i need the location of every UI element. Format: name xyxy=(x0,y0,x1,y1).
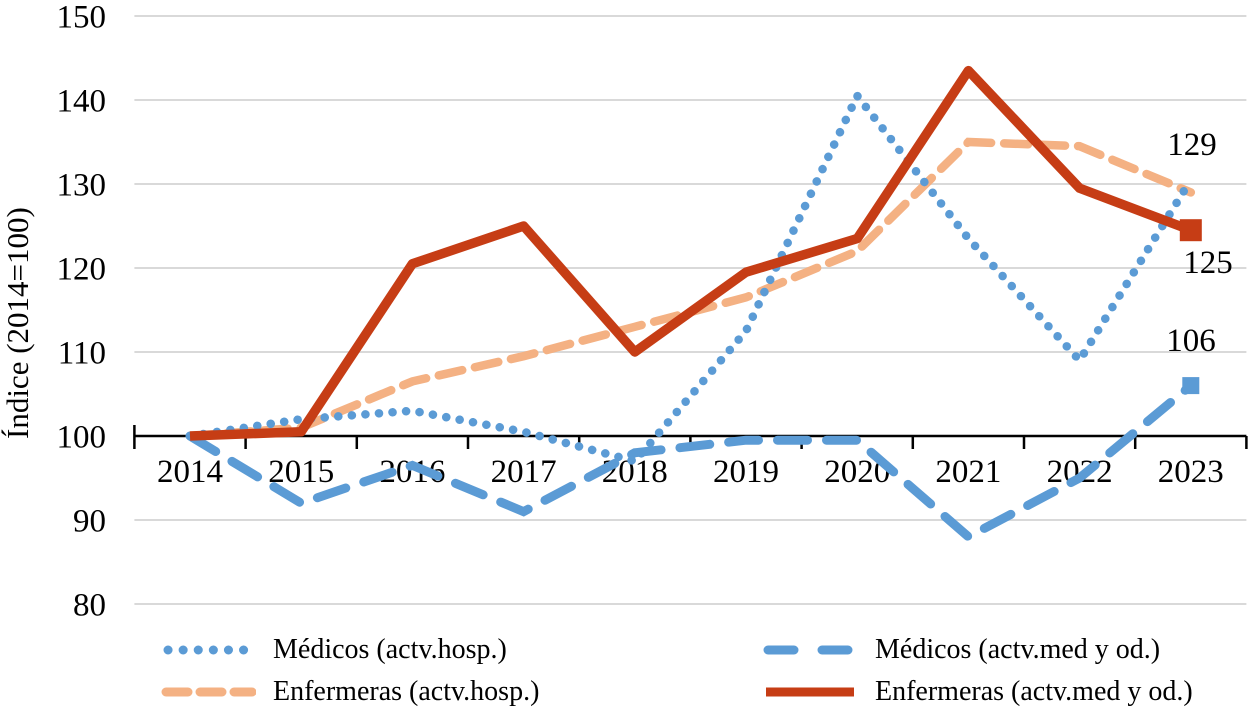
data-label-enfermeras-hosp-2023: 129 xyxy=(1167,127,1217,163)
series-line-1 xyxy=(185,381,1196,543)
series-line-3 xyxy=(189,65,1193,441)
y-tick-label-100: 100 xyxy=(57,420,107,456)
x-tick-label-2022: 2022 xyxy=(1047,454,1113,490)
x-tick-label-2019: 2019 xyxy=(713,454,779,490)
y-tick-label-120: 120 xyxy=(57,252,107,288)
y-tick-label-130: 130 xyxy=(57,168,107,204)
legend-item-medicos-hosp: Médicos (actv.hosp.) xyxy=(160,634,507,666)
y-tick-label-90: 90 xyxy=(73,504,106,540)
legend-label-enfermeras-hosp: Enfermeras (actv.hosp.) xyxy=(273,676,540,707)
legend-item-medicos-med: Médicos (actv.med y od.) xyxy=(762,634,1160,666)
x-tick-label-2017: 2017 xyxy=(491,454,557,490)
y-tick-label-80: 80 xyxy=(73,588,106,624)
legend-swatch-solid-icon xyxy=(766,687,854,697)
legend-label-medicos-hosp: Médicos (actv.hosp.) xyxy=(273,634,507,665)
legend-item-enfermeras-med: Enfermeras (actv.med y od.) xyxy=(762,676,1193,708)
series-end-marker-1 xyxy=(1182,377,1200,395)
y-tick-label-110: 110 xyxy=(58,336,106,372)
series-end-marker-3 xyxy=(1179,219,1202,242)
x-tick-label-2015: 2015 xyxy=(268,454,334,490)
x-tick-label-2014: 2014 xyxy=(157,454,223,490)
legend-label-enfermeras-med: Enfermeras (actv.med y od.) xyxy=(875,676,1193,707)
data-label-enfermeras-med-2023: 125 xyxy=(1183,245,1233,281)
legend-swatch-dotted-icon xyxy=(163,645,255,655)
data-label-medicos-med-2023: 106 xyxy=(1166,323,1216,359)
legend-swatch-long-dash-icon xyxy=(763,645,858,655)
x-tick-label-2021: 2021 xyxy=(935,454,1001,490)
legend-label-medicos-med: Médicos (actv.med y od.) xyxy=(875,634,1161,665)
legend-item-enfermeras-hosp: Enfermeras (actv.hosp.) xyxy=(160,676,539,708)
legend-swatch-dashed-icon xyxy=(161,687,256,697)
y-tick-label-140: 140 xyxy=(57,84,107,120)
x-tick-label-2023: 2023 xyxy=(1158,454,1224,490)
y-tick-label-150: 150 xyxy=(57,0,107,36)
